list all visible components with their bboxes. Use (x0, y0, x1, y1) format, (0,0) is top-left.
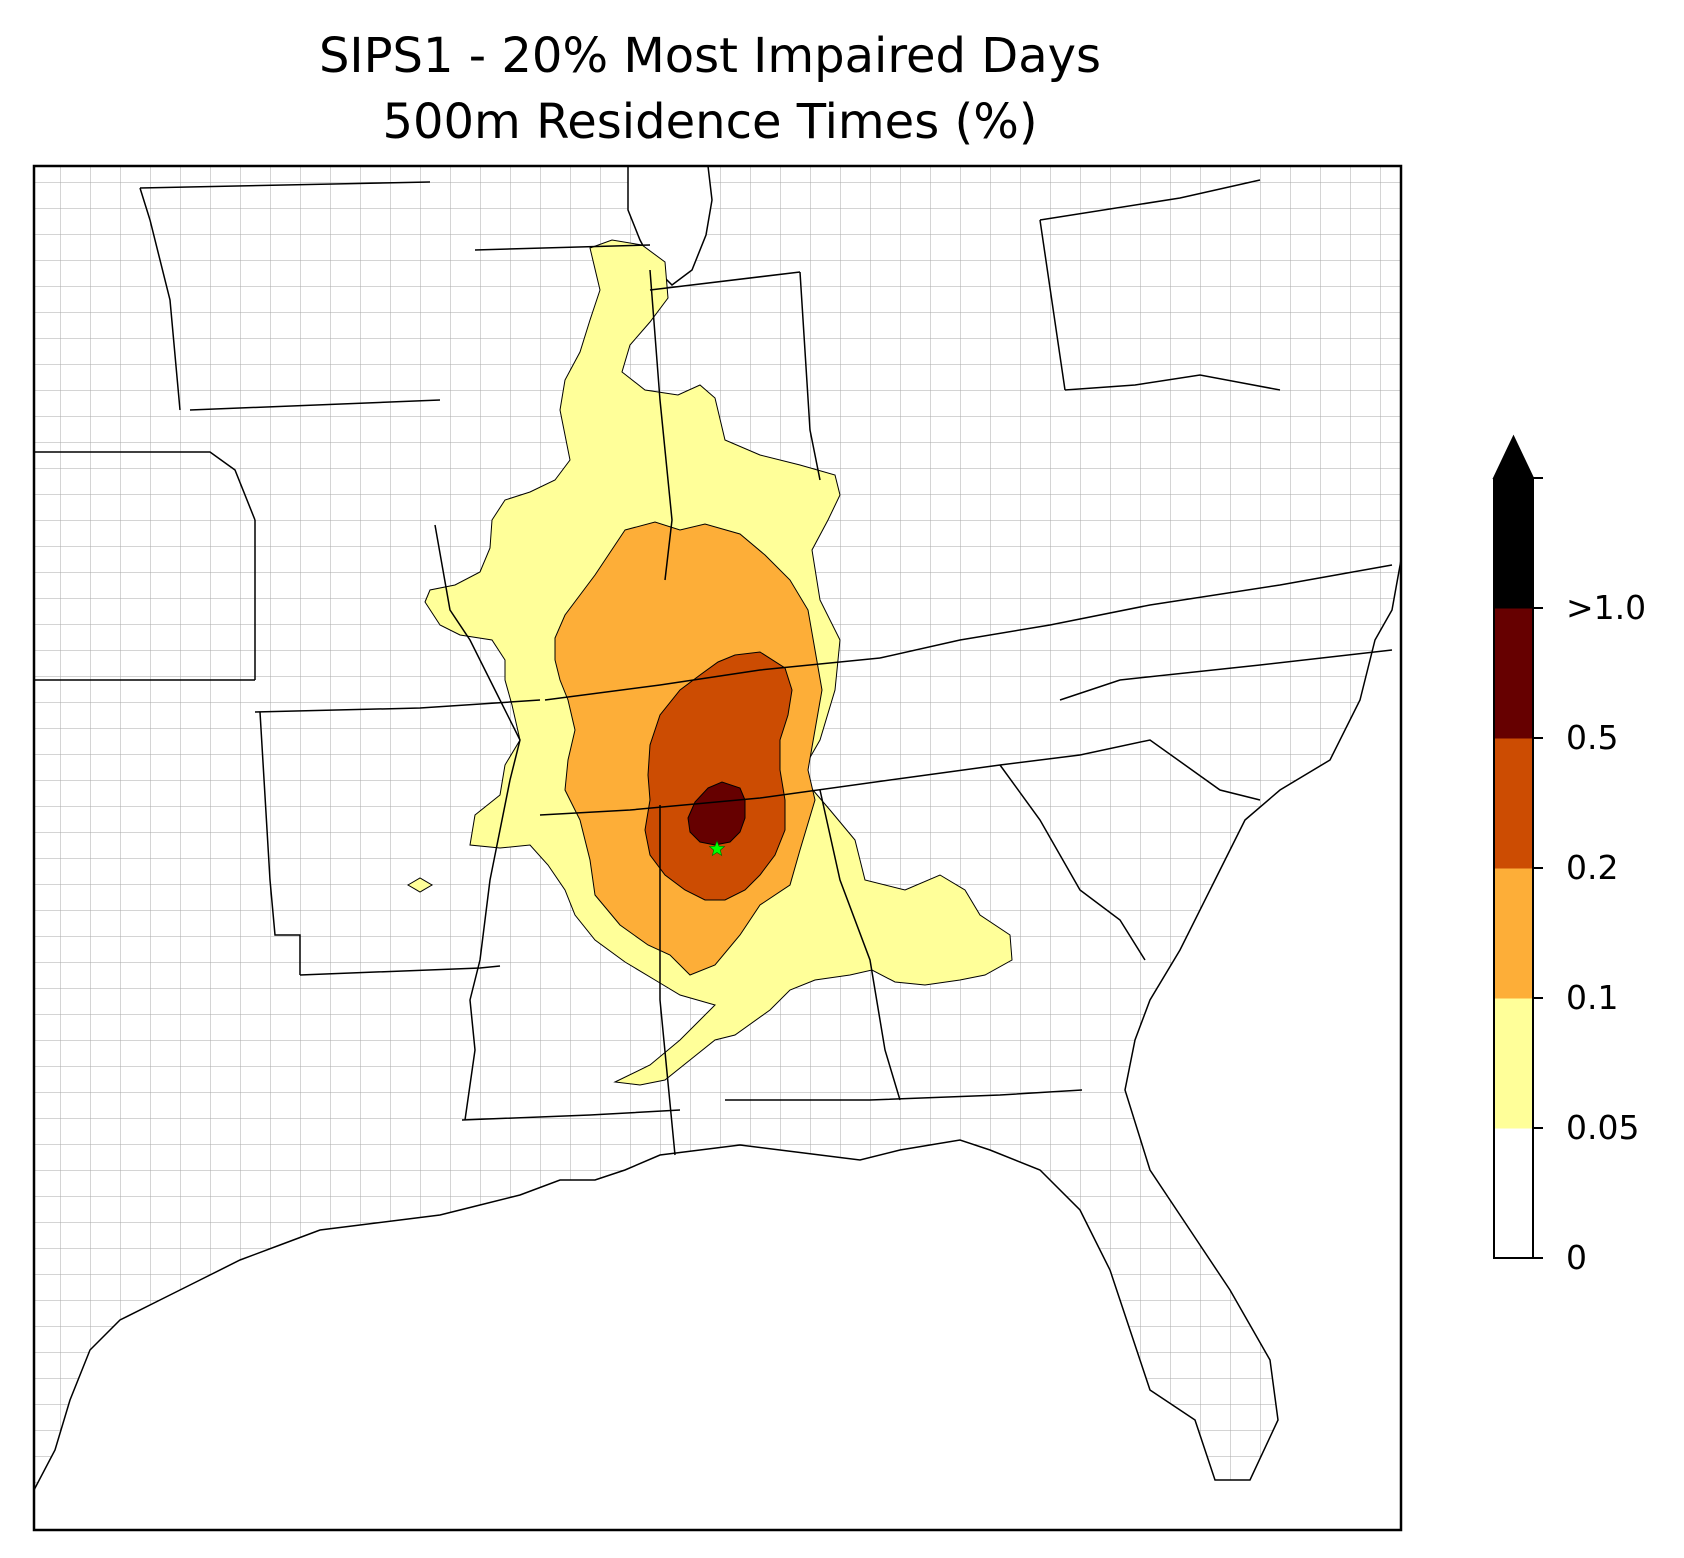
colorbar-bin (1494, 868, 1533, 999)
colorbar-bin (1494, 998, 1533, 1129)
colorbar-bin (1494, 478, 1533, 609)
colorbar-tick-label: 0.05 (1566, 1108, 1640, 1147)
map-area (34, 166, 1401, 1530)
colorbar-tick-label: 0.5 (1566, 718, 1619, 757)
colorbar-bin (1494, 1128, 1533, 1259)
source-location-star-icon (708, 840, 726, 857)
state-boundaries (34, 179, 1393, 1156)
colorbar-extend-arrow (1492, 434, 1535, 479)
colorbar (1492, 434, 1543, 1259)
colorbar-tick-label: 0.2 (1566, 848, 1619, 887)
map-title-line1: SIPS1 - 20% Most Impaired Days (318, 28, 1102, 84)
colorbar-tick-label: 0 (1566, 1238, 1587, 1277)
map-title-line2: 500m Residence Times (%) (382, 94, 1038, 150)
colorbar-tick-label: 0.1 (1566, 978, 1619, 1017)
contour-0-2 (644, 651, 793, 901)
contour-0-5 (687, 781, 746, 846)
colorbar-bin (1494, 608, 1533, 739)
colorbar-tick-label: >1.0 (1566, 588, 1647, 627)
map-frame (32, 164, 1403, 1532)
contour-0-05-island (407, 877, 433, 893)
colorbar-bin (1494, 738, 1533, 869)
